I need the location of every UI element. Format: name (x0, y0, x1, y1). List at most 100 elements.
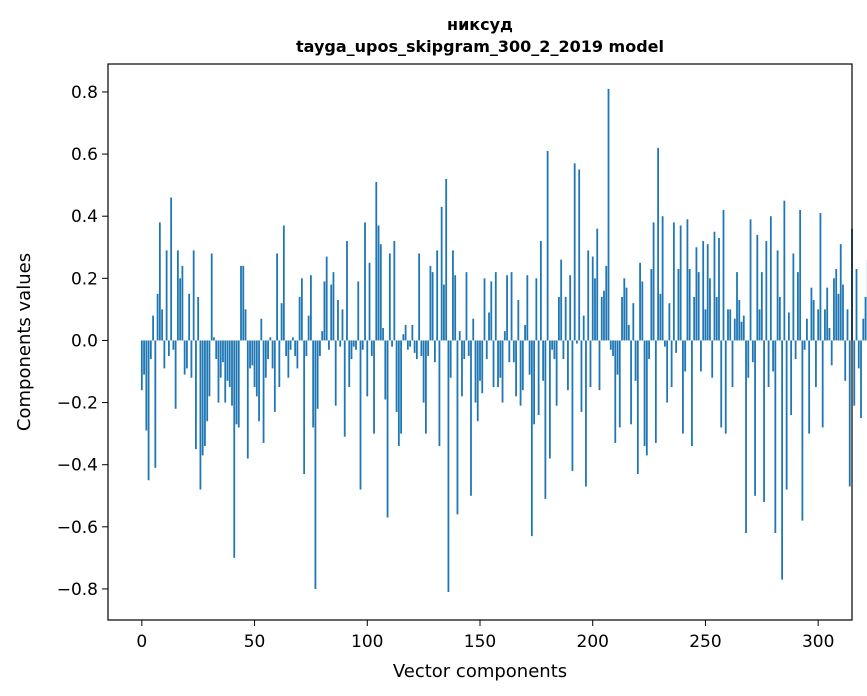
bar-69 (296, 340, 299, 369)
bar-6 (154, 340, 157, 468)
bar-87 (337, 300, 339, 341)
bar-61 (278, 340, 281, 388)
bar-285 (783, 200, 786, 341)
bar-76 (312, 340, 315, 428)
bar-112 (393, 241, 396, 341)
bar-219 (634, 340, 637, 381)
bar-304 (826, 287, 829, 341)
bar-38 (226, 340, 229, 381)
bar-210 (614, 340, 617, 443)
bar-21 (188, 293, 191, 341)
bar-15 (174, 340, 177, 409)
bar-180 (546, 150, 549, 341)
bar-111 (391, 340, 393, 347)
bar-16 (176, 250, 179, 341)
y-tick-label: 0.8 (71, 83, 98, 103)
bar-97 (359, 340, 362, 490)
bar-320 (862, 318, 865, 341)
bar-93 (350, 340, 353, 360)
bar-30 (208, 340, 211, 397)
bar-41 (233, 340, 236, 558)
bar-253 (711, 340, 714, 378)
bar-159 (499, 340, 502, 378)
bar-184 (555, 340, 558, 406)
bar-242 (686, 219, 689, 341)
bar-118 (406, 340, 409, 350)
bar-269 (747, 340, 750, 378)
bar-31 (210, 253, 213, 341)
bar-177 (539, 241, 542, 341)
bar-99 (364, 222, 366, 341)
bar-70 (298, 296, 301, 341)
bar-185 (558, 296, 560, 341)
bar-9 (161, 309, 164, 341)
bar-96 (357, 281, 360, 341)
bar-203 (598, 340, 601, 391)
bar-314 (848, 340, 851, 487)
bar-303 (824, 309, 826, 341)
bar-200 (591, 256, 594, 341)
bar-92 (348, 340, 351, 388)
bar-306 (830, 340, 833, 366)
bar-175 (535, 278, 538, 341)
bar-36 (222, 340, 224, 363)
bar-130 (434, 340, 436, 363)
bar-135 (445, 178, 448, 341)
bar-168 (519, 340, 522, 406)
bar-317 (855, 269, 858, 341)
bar-318 (857, 340, 860, 369)
bar-100 (366, 340, 369, 397)
bar-297 (810, 287, 813, 341)
bar-296 (808, 340, 811, 434)
bar-104 (375, 182, 378, 341)
bar-136 (447, 340, 450, 593)
bar-84 (330, 284, 333, 341)
bar-263 (733, 318, 736, 341)
bar-108 (384, 340, 387, 400)
bar-233 (666, 340, 669, 403)
bar-63 (282, 225, 285, 341)
bar-86 (334, 340, 337, 406)
bar-232 (663, 340, 666, 347)
bar-157 (494, 272, 497, 341)
bar-196 (582, 315, 585, 341)
bar-141 (458, 331, 461, 341)
bar-249 (702, 241, 705, 341)
bar-216 (627, 324, 630, 341)
bar-284 (781, 340, 784, 580)
y-tick-label: −0.8 (57, 580, 98, 600)
bar-74 (307, 315, 310, 341)
bar-241 (684, 340, 687, 372)
bar-243 (688, 269, 691, 341)
bar-214 (623, 278, 626, 341)
bar-289 (792, 253, 795, 341)
bar-309 (837, 293, 840, 341)
bar-167 (517, 300, 520, 341)
bar-18 (181, 265, 184, 341)
bar-288 (790, 340, 793, 415)
bar-11 (165, 250, 168, 341)
bar-139 (454, 275, 457, 341)
bar-57 (269, 337, 272, 341)
bar-186 (560, 259, 563, 341)
bar-246 (695, 247, 698, 341)
bar-250 (704, 309, 707, 341)
bar-275 (760, 272, 763, 341)
bar-54 (262, 340, 265, 443)
bar-40 (231, 340, 233, 406)
x-tick-label: 300 (802, 632, 834, 652)
bar-142 (461, 340, 463, 397)
bar-120 (411, 324, 414, 341)
bar-115 (400, 340, 402, 434)
bar-7 (156, 293, 159, 341)
bar-237 (675, 340, 678, 353)
bar-44 (240, 265, 242, 341)
x-tick-label: 50 (244, 632, 266, 652)
bar-198 (587, 250, 590, 341)
bar-66 (289, 340, 292, 350)
bar-106 (379, 244, 382, 341)
bar-34 (217, 340, 220, 403)
bar-251 (706, 244, 709, 341)
bar-132 (438, 340, 441, 447)
bar-231 (661, 216, 664, 341)
